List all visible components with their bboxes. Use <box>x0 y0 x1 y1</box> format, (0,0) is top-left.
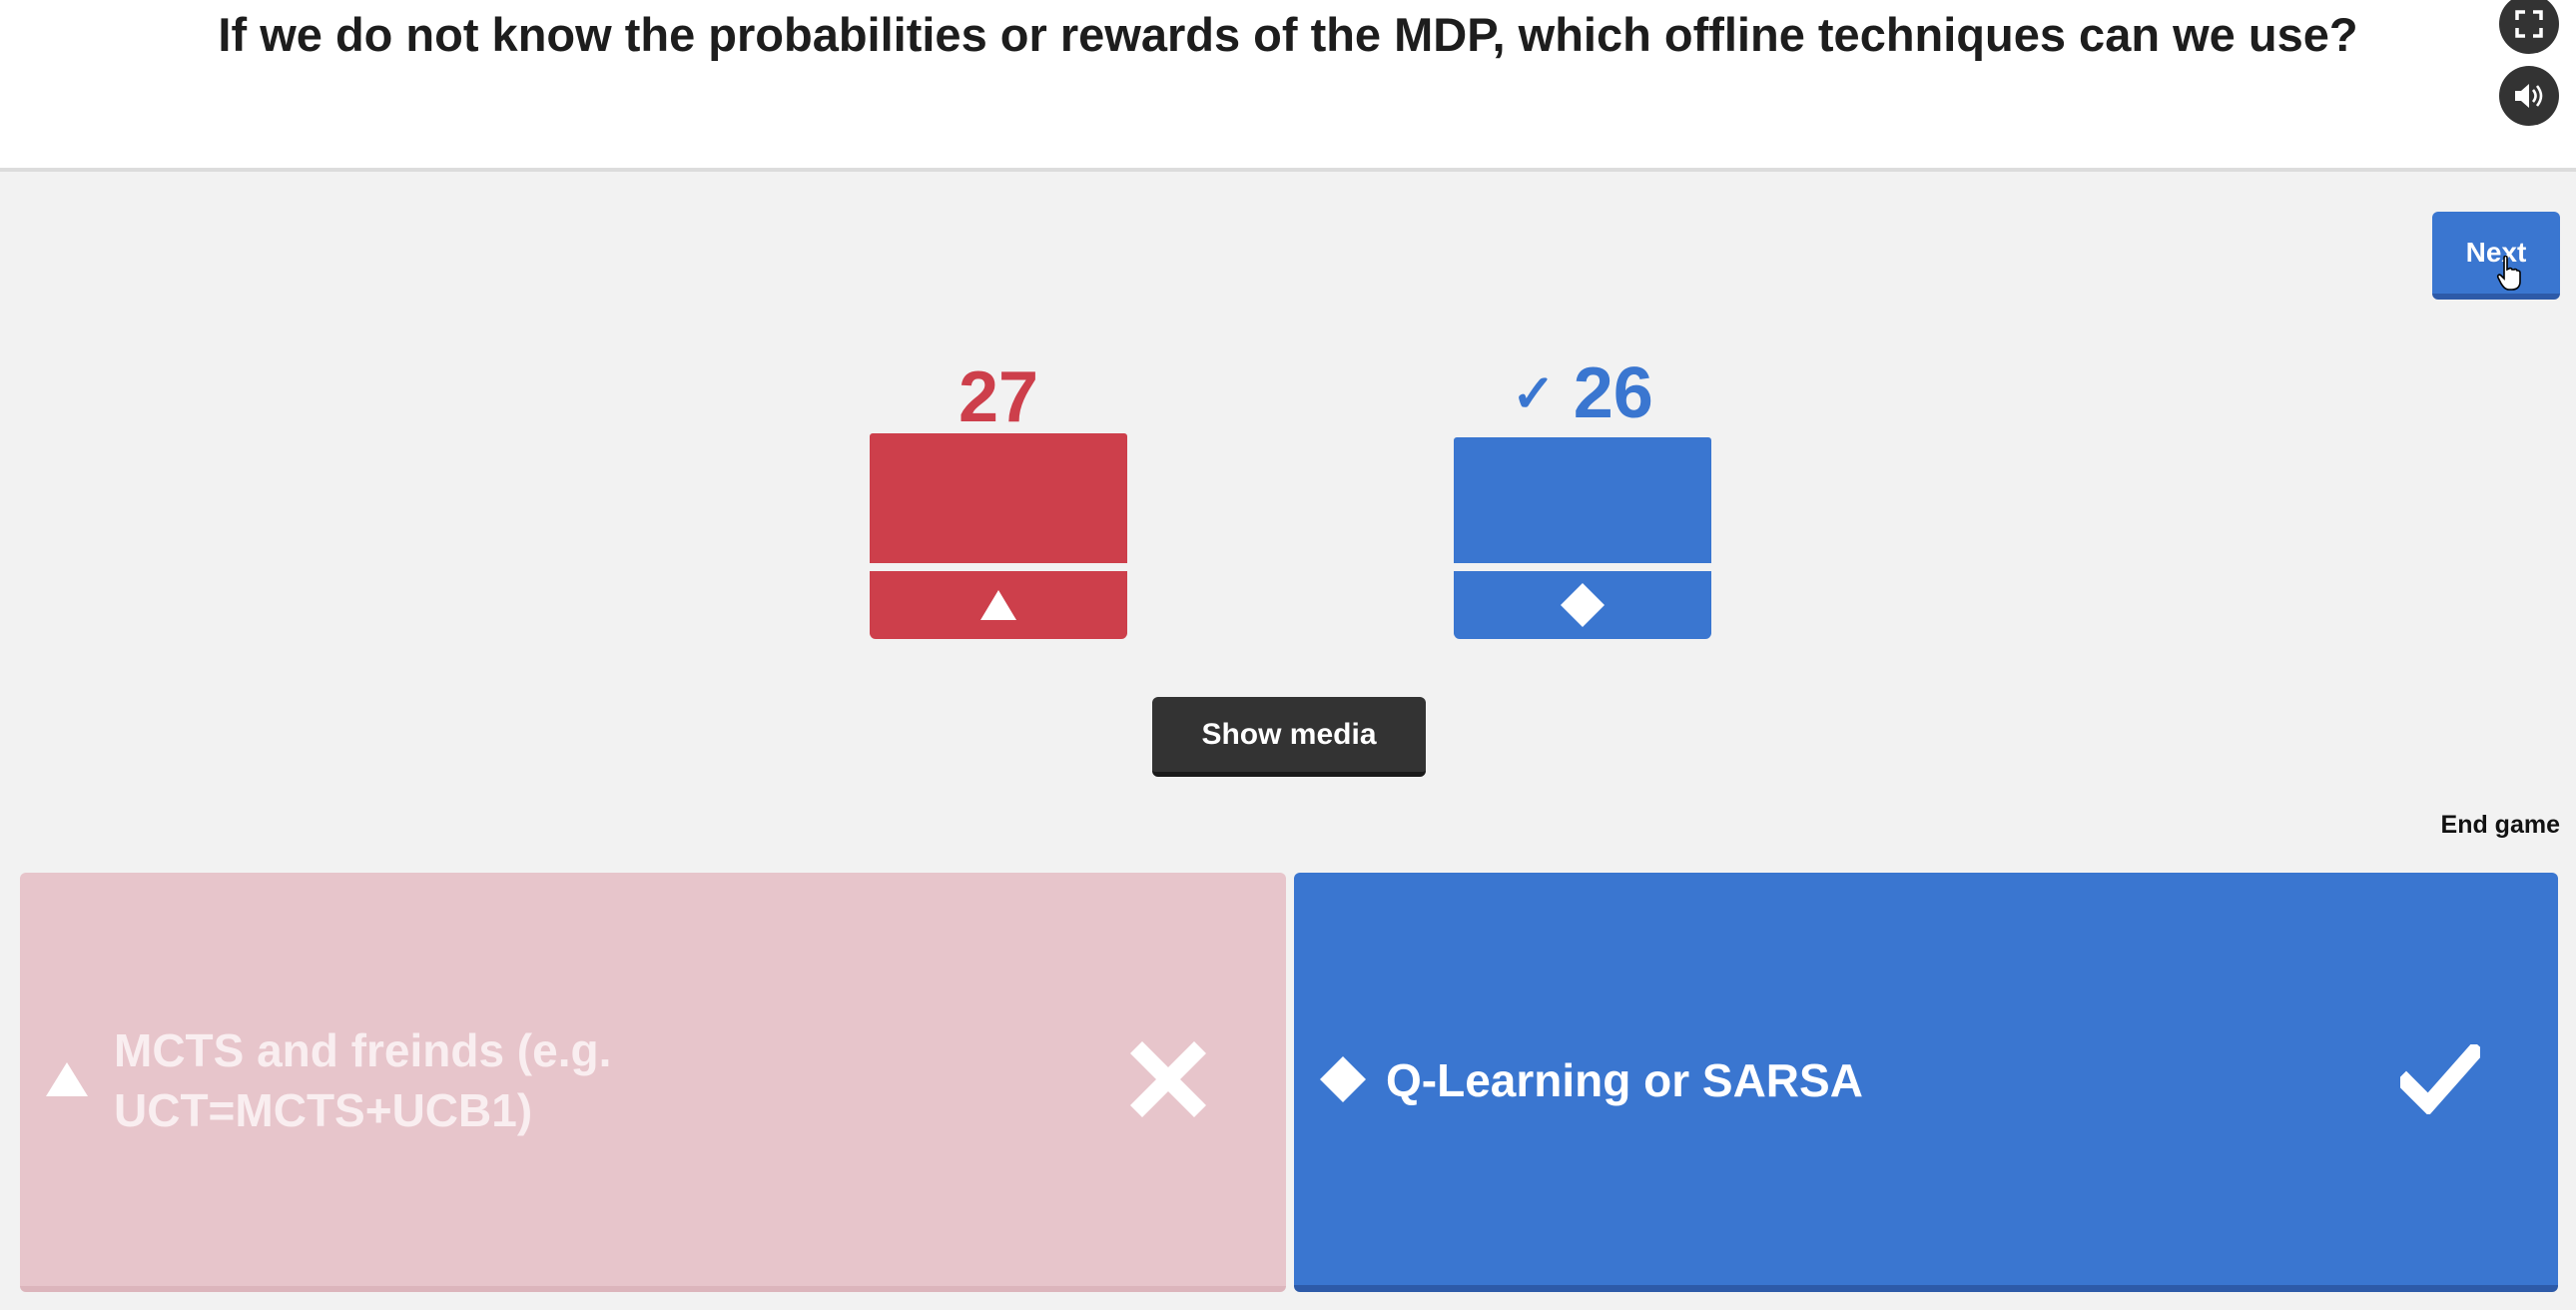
next-button[interactable]: Next <box>2432 212 2560 300</box>
cross-icon <box>1130 1041 1206 1117</box>
check-icon <box>2400 1043 2480 1114</box>
answer-b-count: 26 <box>1573 353 1653 433</box>
show-media-button[interactable]: Show media <box>1152 697 1426 777</box>
diamond-icon <box>1320 1055 1366 1102</box>
answer-b-count-row: ✓ 26 <box>1454 353 1711 434</box>
answer-a-text: MCTS and freinds (e.g. UCT=MCTS+UCB1) <box>114 1024 612 1136</box>
triangle-icon <box>980 590 1016 620</box>
answer-b-result: ✓ 26 <box>1454 349 1711 639</box>
sound-button[interactable] <box>2499 66 2559 126</box>
question-title: If we do not know the probabilities or r… <box>218 8 2358 61</box>
answer-b-bar <box>1454 437 1711 563</box>
diamond-icon <box>1561 583 1605 627</box>
answer-b-status <box>2400 1043 2480 1114</box>
show-media-label: Show media <box>1201 717 1377 751</box>
answer-a-count: 27 <box>958 357 1039 437</box>
correct-check-icon: ✓ <box>1512 365 1556 423</box>
hand-cursor-icon <box>2496 256 2521 291</box>
next-button-label: Next <box>2465 237 2527 268</box>
speaker-icon <box>2515 84 2543 108</box>
answer-a-shape <box>44 1060 90 1098</box>
answer-a-bar <box>870 433 1127 563</box>
end-game-link[interactable]: End game <box>2440 811 2560 839</box>
answer-option-a[interactable]: MCTS and freinds (e.g. UCT=MCTS+UCB1) <box>20 873 1286 1292</box>
answer-a-status <box>1130 1041 1206 1117</box>
answer-b-shape-tile <box>1454 571 1711 639</box>
answer-b-shape <box>1318 1054 1368 1104</box>
answer-option-b[interactable]: Q-Learning or SARSA <box>1294 873 2558 1292</box>
fullscreen-icon <box>2515 10 2543 38</box>
triangle-icon <box>46 1062 88 1096</box>
fullscreen-button[interactable] <box>2499 0 2559 54</box>
answer-a-shape-tile <box>870 571 1127 639</box>
answer-b-text: Q-Learning or SARSA <box>1386 1054 1863 1106</box>
answer-a-result: 27 <box>870 349 1127 639</box>
question-header: If we do not know the probabilities or r… <box>0 0 2576 172</box>
